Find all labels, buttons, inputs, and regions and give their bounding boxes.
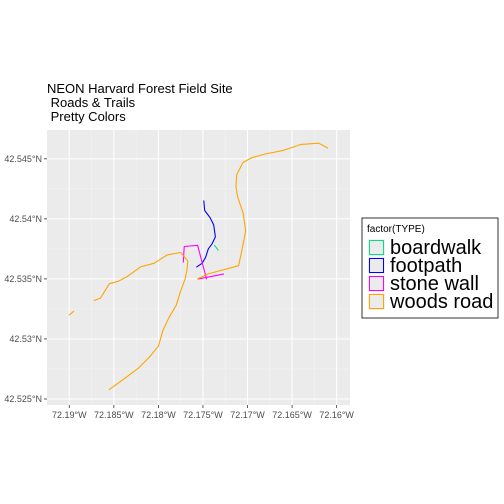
legend-key — [367, 292, 386, 311]
title-line-3: Pretty Colors — [47, 109, 126, 124]
x-tick-label: 72.185°W — [94, 410, 134, 420]
legend-key-background — [367, 238, 386, 257]
legend-key-swatch — [369, 276, 384, 291]
woods-road-line — [68, 310, 75, 316]
legend-key-background — [367, 274, 386, 293]
legend-key-swatch — [369, 258, 384, 273]
stone-wall-line — [197, 273, 225, 280]
x-tick-label: 72.16°W — [319, 410, 354, 420]
legend-key-background — [367, 256, 386, 275]
legend-key — [367, 238, 386, 257]
title-line-1: NEON Harvard Forest Field Site — [47, 81, 233, 96]
series-stone-wall — [182, 244, 225, 280]
y-tick-label: 42.53°N — [9, 334, 42, 344]
y-tick-label: 42.545°N — [4, 154, 42, 164]
y-tick-label: 42.535°N — [4, 274, 42, 284]
legend-key — [367, 274, 386, 293]
legend-title: factor(TYPE) — [367, 224, 425, 235]
woods-road-line — [197, 142, 329, 280]
plot-panel — [47, 130, 350, 405]
plot-title: NEON Harvard Forest Field Site Roads & T… — [47, 81, 233, 124]
series-boardwalk — [213, 244, 219, 251]
map-lines — [68, 142, 329, 390]
legend-label: woods road — [389, 291, 493, 313]
legend-label: stone wall — [390, 273, 479, 295]
y-tick-label: 42.525°N — [4, 394, 42, 404]
legend-label: boardwalk — [390, 237, 482, 259]
x-axis: 72.19°W 72.185°W 72.18°W 72.175°W 72.17°W 72.… — [52, 405, 354, 420]
woods-road-line — [108, 269, 188, 390]
legend-label: footpath — [390, 255, 462, 277]
footpath-line — [196, 200, 216, 268]
legend-key-background — [367, 292, 386, 311]
woods-road-line — [93, 251, 189, 302]
legend-key-swatch — [369, 240, 384, 255]
x-tick-label: 72.165°W — [272, 410, 312, 420]
x-tick-label: 72.17°W — [230, 410, 265, 420]
x-tick-label: 72.18°W — [141, 410, 176, 420]
y-tick-label: 42.54°N — [9, 214, 42, 224]
legend-key-swatch — [369, 294, 384, 309]
stone-wall-line — [182, 244, 208, 280]
legend-key — [367, 256, 386, 275]
boardwalk-line — [213, 244, 219, 251]
title-line-2: Roads & Trails — [47, 95, 136, 110]
x-tick-label: 72.175°W — [183, 410, 223, 420]
series-footpath — [196, 200, 216, 268]
x-tick-label: 72.19°W — [52, 410, 87, 420]
y-axis: 42.525°N 42.53°N 42.535°N 42.54°N 42.545°N — [4, 154, 47, 404]
series-woods-road — [68, 142, 329, 390]
